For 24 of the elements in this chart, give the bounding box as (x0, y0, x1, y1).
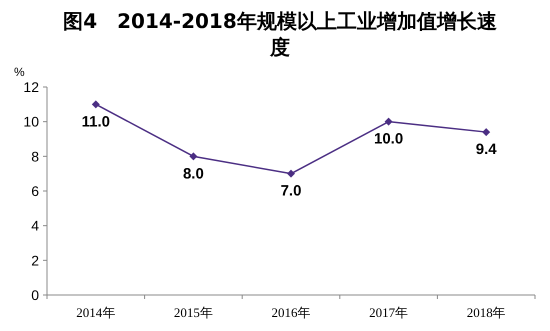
x-tick-label: 2017年 (369, 305, 408, 320)
point (92, 100, 100, 108)
point (482, 128, 490, 136)
y-tick-label: 0 (31, 287, 40, 303)
y-tick-label: 2 (31, 252, 40, 268)
y-tick-label: 8 (31, 148, 40, 164)
data-label: 11.0 (82, 113, 110, 130)
y-tick-label: 4 (31, 218, 40, 234)
x-tick-label: 2018年 (466, 305, 506, 320)
y-tick-label: 6 (31, 183, 40, 199)
y-tick-label: 12 (23, 79, 40, 95)
data-label: 7.0 (280, 182, 302, 200)
x-tick-label: 2016年 (272, 305, 310, 320)
point (384, 118, 393, 126)
point (189, 152, 198, 160)
chart-title: 图4 2014-2018年规模以上工业增加值增长速度 (62, 8, 498, 60)
y-tick-label: 10 (23, 114, 40, 130)
point (287, 170, 295, 178)
y-axis-title: % (14, 65, 25, 79)
data-label: 8.0 (182, 165, 204, 182)
data-label: 10.0 (374, 130, 404, 148)
x-tick-label: 2015年 (174, 305, 213, 320)
x-tick-label: 2014年 (76, 305, 116, 320)
data-label: 9.4 (476, 141, 498, 158)
